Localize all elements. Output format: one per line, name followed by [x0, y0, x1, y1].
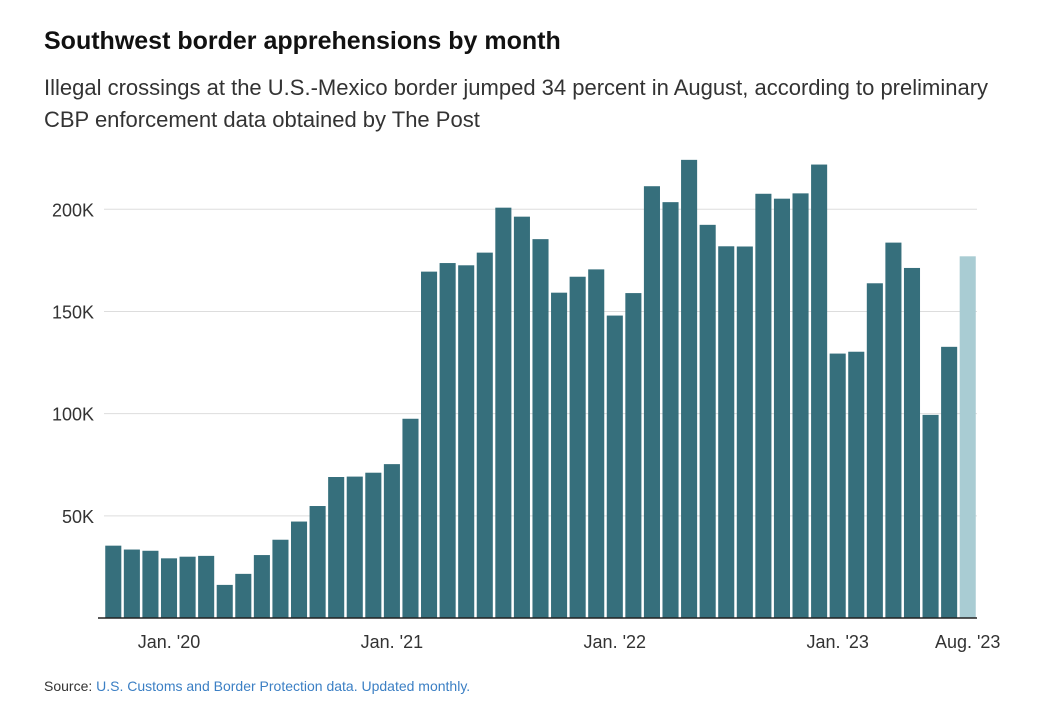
bar: [606, 315, 623, 618]
bar-chart: 50K 100K 150K 200K Jan. '20 Jan. '21 Jan. '22 J…: [52, 159, 1001, 652]
x-tick-label: Jan. '20: [138, 632, 200, 652]
bar: [142, 550, 159, 618]
bar: [253, 555, 270, 618]
bar: [922, 414, 939, 618]
bar: [755, 193, 772, 618]
bar: [290, 521, 308, 618]
bar: [383, 464, 400, 618]
bar: [941, 346, 958, 618]
bar: [328, 477, 345, 618]
bar: [495, 207, 512, 618]
source-label: Source:: [44, 678, 93, 694]
y-tick-label: 50K: [62, 507, 94, 527]
x-tick-label: Aug. '23: [935, 632, 1001, 652]
bar: [625, 293, 642, 618]
bar: [198, 555, 215, 618]
bar: [885, 242, 902, 618]
bar: [959, 256, 976, 618]
bar: [235, 573, 252, 618]
bar: [476, 252, 493, 618]
bar: [903, 267, 921, 618]
y-tick-label: 200K: [52, 200, 94, 220]
bar: [346, 476, 363, 618]
bar: [792, 193, 809, 618]
y-tick-label: 100K: [52, 405, 94, 425]
bar: [569, 276, 586, 618]
x-tick-label: Jan. '23: [806, 632, 868, 652]
chart-subtitle: Illegal crossings at the U.S.-Mexico bor…: [44, 75, 989, 132]
bar: [365, 472, 382, 618]
x-tick-label: Jan. '21: [361, 632, 423, 652]
bar: [736, 246, 753, 618]
bar: [179, 556, 196, 618]
bar: [643, 186, 660, 618]
bar: [216, 584, 233, 618]
bar: [123, 549, 140, 618]
bar: [829, 353, 846, 618]
bar: [402, 418, 419, 618]
bar: [272, 539, 289, 618]
bar: [513, 216, 530, 618]
y-tick-label: 150K: [52, 302, 94, 322]
bar: [718, 246, 735, 618]
bar: [588, 269, 605, 618]
bar: [681, 159, 698, 618]
source-link[interactable]: U.S. Customs and Border Protection data.…: [96, 678, 471, 694]
bar: [160, 558, 178, 618]
bar: [532, 239, 549, 618]
x-tick-label: Jan. '22: [584, 632, 646, 652]
bar: [458, 265, 475, 618]
bar: [773, 198, 791, 618]
source-note: Source: U.S. Customs and Border Protecti…: [44, 678, 470, 694]
bar: [309, 506, 326, 618]
bar: [699, 224, 716, 618]
bar: [439, 263, 456, 618]
bar: [662, 202, 679, 619]
bar: [105, 545, 122, 618]
bar: [421, 271, 438, 618]
bar: [551, 292, 568, 618]
bar: [811, 164, 828, 618]
bar: [866, 283, 883, 618]
bar: [848, 351, 865, 618]
chart-title: Southwest border apprehensions by month: [44, 27, 561, 55]
